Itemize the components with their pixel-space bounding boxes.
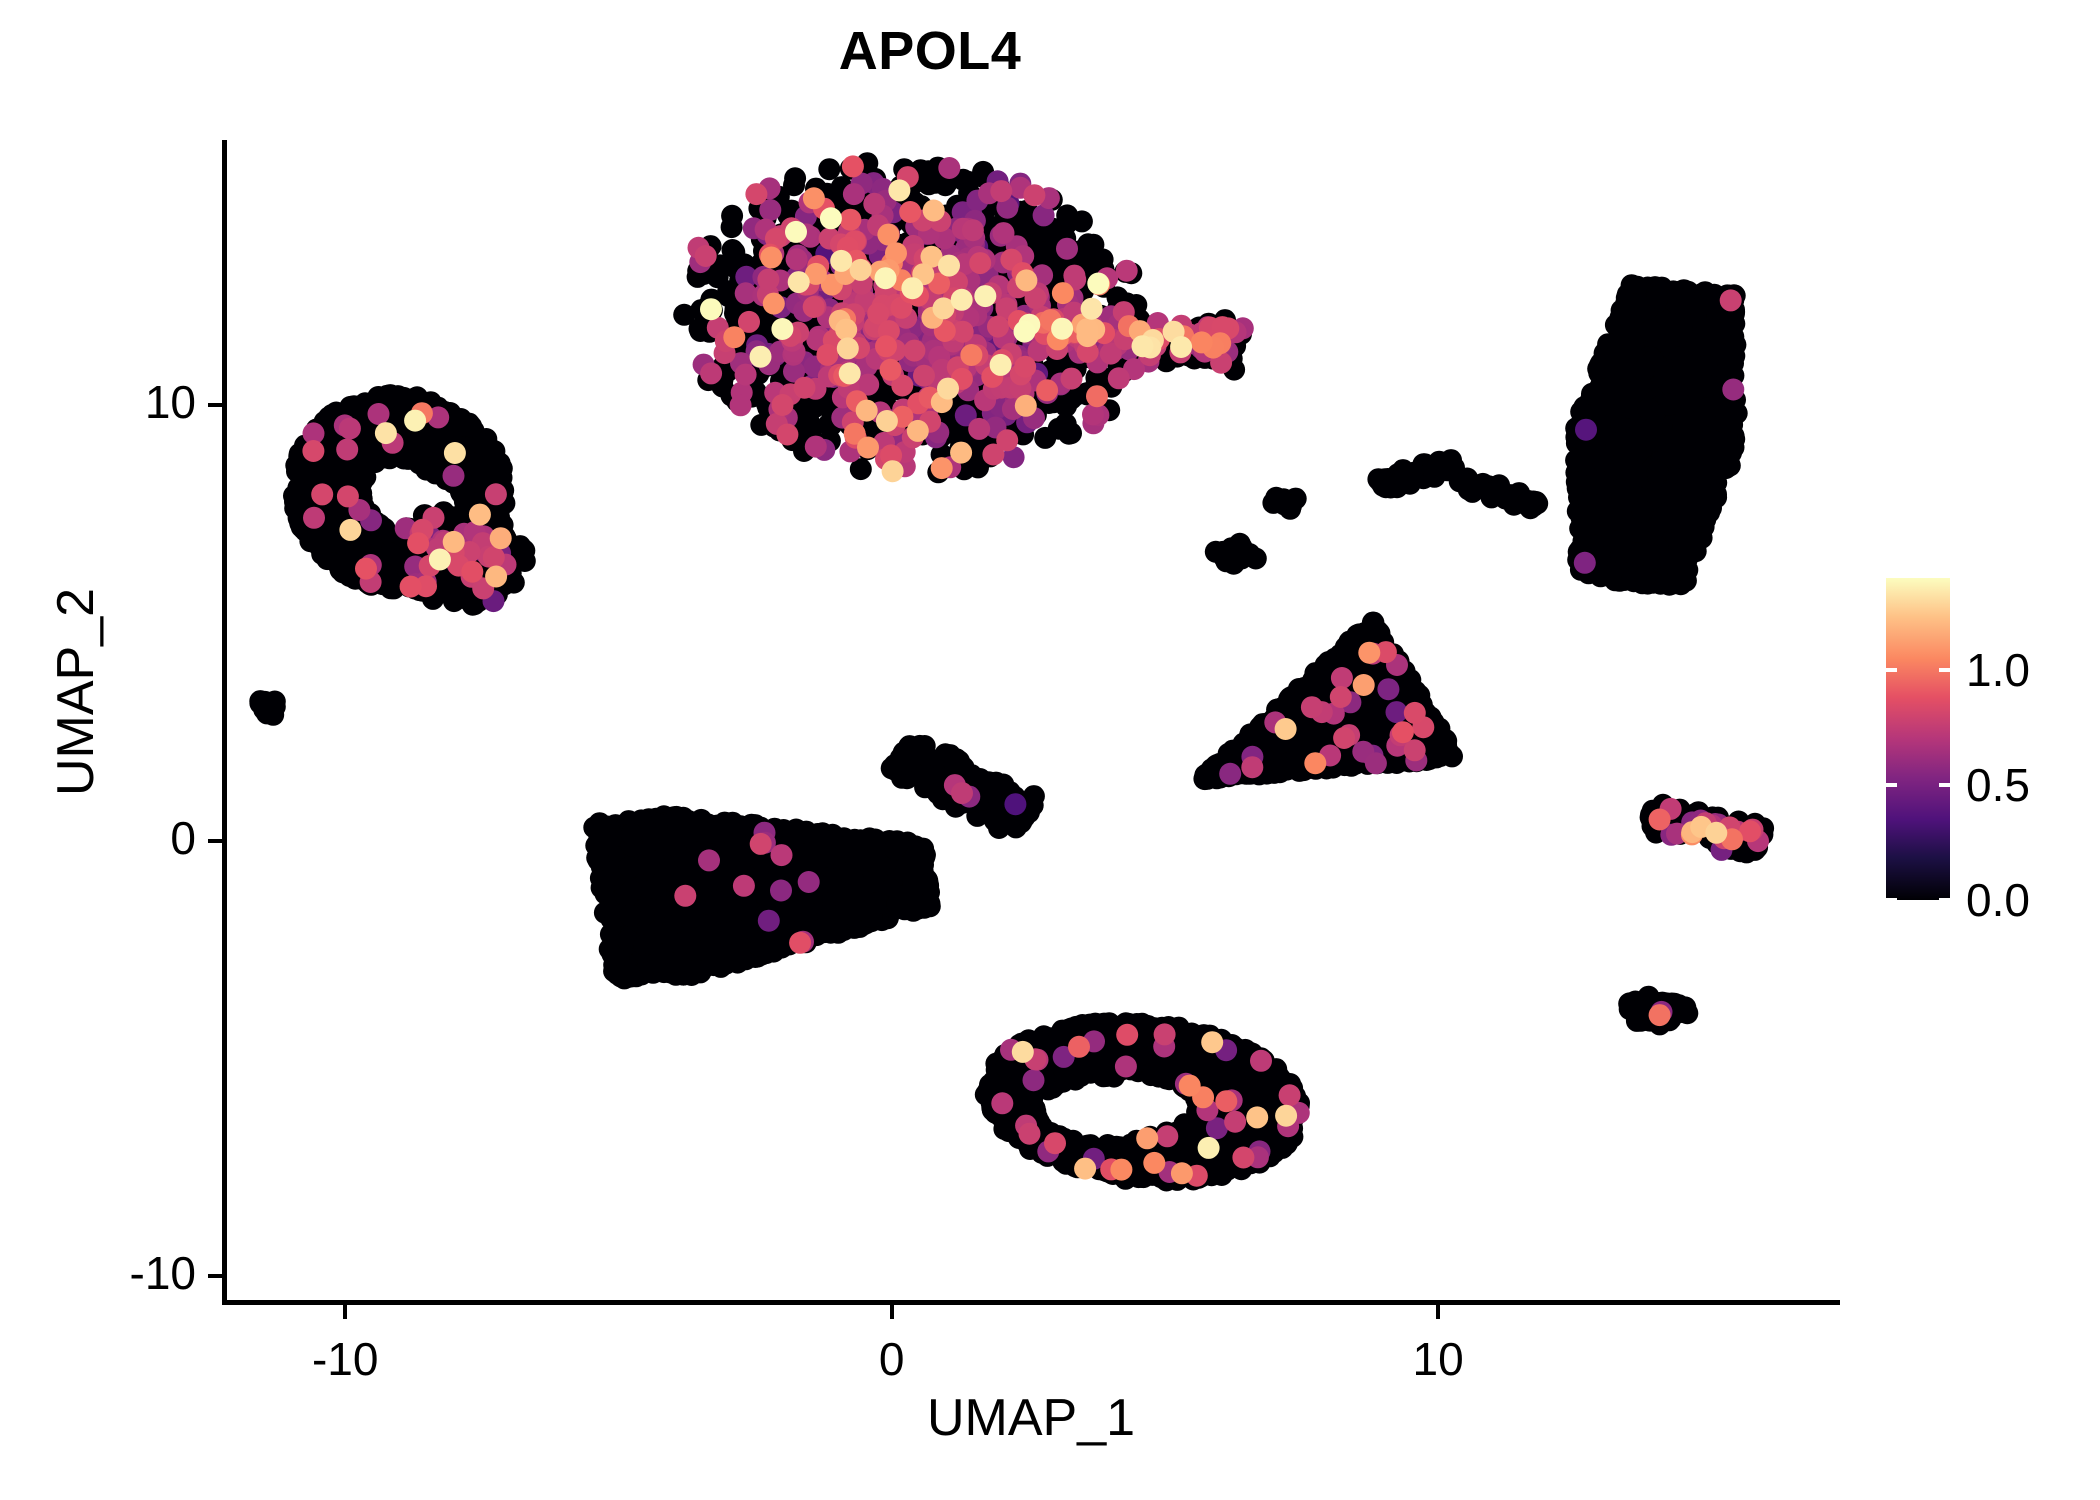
x-tick-label: 10 (1412, 1333, 1464, 1385)
y-tick-label: 10 (144, 376, 196, 429)
y-tick-label: 0 (170, 811, 196, 864)
legend-tick-mark (1939, 783, 1950, 787)
legend-tick-label: 0.0 (1966, 874, 2030, 926)
y-tick-mark (208, 838, 222, 843)
legend-tick-mark (1939, 668, 1950, 672)
color-legend[interactable]: 1.0 0.5 0.0 (1886, 578, 2086, 926)
y-tick-label: -10 (129, 1246, 196, 1299)
legend-tick-mark (1939, 898, 1950, 902)
legend-tick-mark (1886, 898, 1897, 902)
y-axis-line (222, 140, 227, 1305)
legend-tick-mark (1886, 668, 1897, 672)
legend-tick-mark (1886, 783, 1897, 787)
x-axis-title: UMAP_1 (926, 1389, 1136, 1447)
page-title: APOL4 (838, 21, 1022, 81)
y-tick-mark (208, 1273, 222, 1278)
x-axis-line (222, 1300, 1840, 1305)
legend-tick-label: 1.0 (1966, 644, 2030, 696)
x-tick-mark (889, 1305, 894, 1319)
scatter-points-layer (249, 152, 1775, 1192)
x-tick-mark (343, 1305, 348, 1319)
legend-colorbar (1886, 578, 1950, 900)
legend-tick-label: 0.5 (1966, 759, 2030, 811)
x-tick-label: 0 (878, 1333, 905, 1385)
y-tick-mark (208, 403, 222, 408)
x-tick-mark (1436, 1305, 1441, 1319)
scatter-plot-panel[interactable] (225, 140, 1837, 1302)
x-tick-label: -10 (311, 1333, 379, 1385)
y-axis-title: UMAP_2 (47, 587, 105, 797)
